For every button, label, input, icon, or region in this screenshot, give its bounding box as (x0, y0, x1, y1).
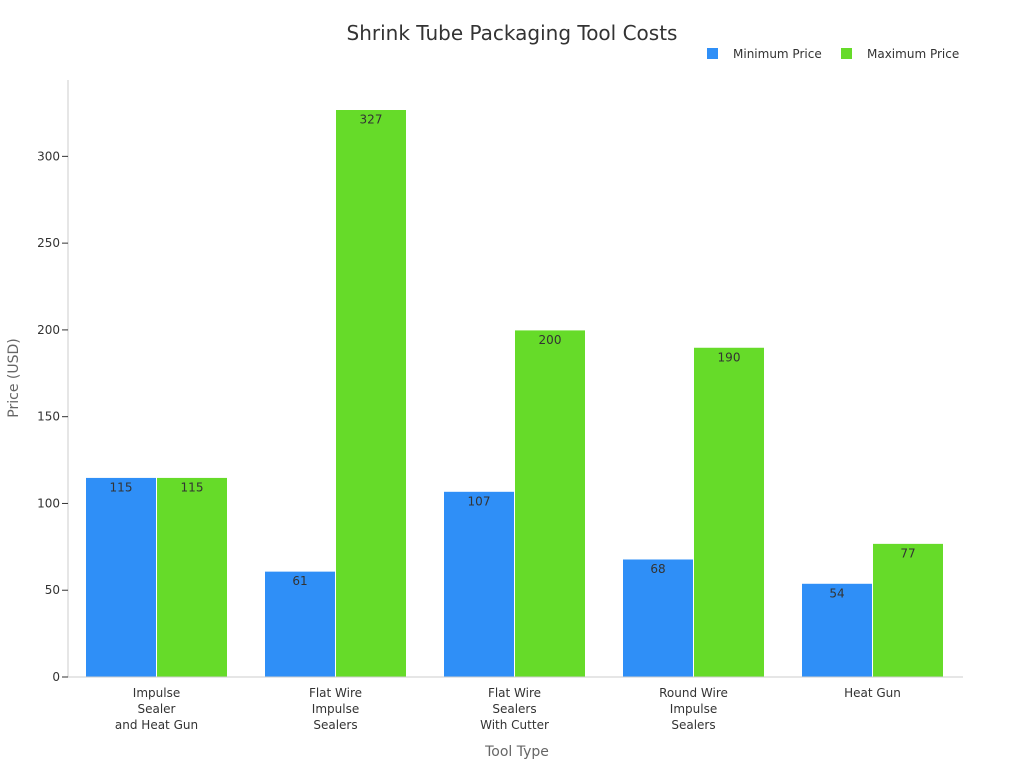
bar-max-3 (693, 346, 765, 678)
data-label-min-1: 61 (292, 574, 307, 588)
legend-swatch-max (841, 48, 852, 59)
y-tick-label-50: 50 (45, 583, 60, 597)
bar-max-4 (872, 542, 944, 678)
x-tick-label-1-2: Sealers (313, 718, 357, 732)
y-axis-title: Price (USD) (6, 338, 22, 417)
data-label-max-3: 190 (718, 350, 741, 364)
data-label-min-4: 54 (829, 586, 844, 600)
y-tick-label-300: 300 (37, 149, 60, 163)
x-tick-label-3-1: Impulse (670, 702, 717, 716)
bar-max-0 (156, 476, 228, 678)
y-tick-label-200: 200 (37, 323, 60, 337)
chart-title: Shrink Tube Packaging Tool Costs (347, 21, 678, 45)
x-tick-label-2-0: Flat Wire (488, 686, 541, 700)
y-tick-label-0: 0 (52, 670, 60, 684)
legend-swatch-min (707, 48, 718, 59)
y-tick-label-250: 250 (37, 236, 60, 250)
data-label-max-1: 327 (360, 113, 383, 127)
y-tick-label-150: 150 (37, 410, 60, 424)
legend-label-max: Maximum Price (867, 47, 959, 61)
bar-min-0 (85, 476, 157, 678)
x-tick-label-1-1: Impulse (312, 702, 359, 716)
x-tick-label-0-0: Impulse (133, 686, 180, 700)
plot-area: 115 115 Impulse Sealer and Heat Gun 61 327 Flat… (37, 80, 963, 732)
x-tick-label-3-0: Round Wire (659, 686, 728, 700)
bar-min-2 (443, 490, 515, 678)
x-tick-label-1-0: Flat Wire (309, 686, 362, 700)
y-tick-label-100: 100 (37, 496, 60, 510)
bar-max-1 (335, 109, 407, 678)
data-label-min-0: 115 (110, 480, 133, 494)
data-label-max-4: 77 (900, 546, 915, 560)
x-tick-label-0-2: and Heat Gun (115, 718, 198, 732)
data-label-max-0: 115 (181, 480, 204, 494)
x-tick-label-4-0: Heat Gun (844, 686, 901, 700)
x-tick-label-0-1: Sealer (137, 702, 175, 716)
legend: Minimum Price Maximum Price (707, 47, 959, 61)
data-label-min-3: 68 (650, 562, 665, 576)
legend-label-min: Minimum Price (733, 47, 822, 61)
bar-max-2 (514, 329, 586, 678)
x-axis-title: Tool Type (484, 744, 549, 760)
data-label-max-2: 200 (539, 333, 562, 347)
bar-min-1 (264, 570, 336, 678)
bar-min-4 (801, 582, 873, 678)
data-label-min-2: 107 (468, 494, 491, 508)
x-tick-label-2-2: With Cutter (480, 718, 549, 732)
x-tick-label-3-2: Sealers (671, 718, 715, 732)
x-tick-label-2-1: Sealers (492, 702, 536, 716)
bar-min-3 (622, 558, 694, 678)
